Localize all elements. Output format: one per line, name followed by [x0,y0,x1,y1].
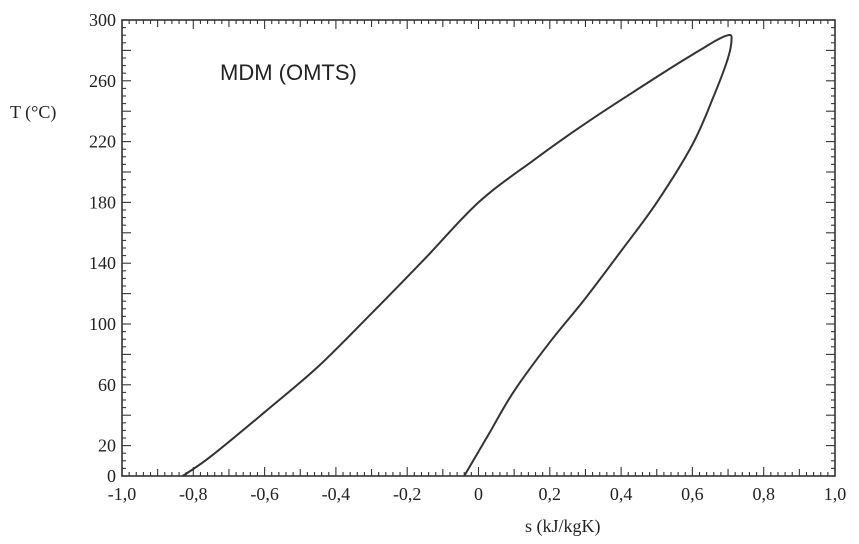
y-tick-label: 20 [98,436,116,456]
x-tick-label: -0,4 [322,484,351,504]
x-axis-label: s (kJ/kgK) [525,516,601,537]
y-tick-label: 260 [89,71,116,91]
x-tick-label: -0,6 [250,484,279,504]
x-tick-labels: -1,0 -0,8 -0,6 -0,4 -0,2 0 0,2 0,4 0,6 0,8 1,0 [108,484,847,504]
y-tick-label: 220 [89,132,116,152]
major-ticks [121,19,836,477]
x-tick-label: 0,4 [610,484,633,504]
saturation-dome-curve [182,34,733,477]
x-tick-label: -1,0 [108,484,137,504]
y-tick-label: 60 [98,375,116,395]
x-tick-label: 0,8 [752,484,775,504]
x-tick-label: 0,2 [539,484,562,504]
x-tick-label: -0,2 [393,484,422,504]
plot-frame [121,19,836,477]
y-axis-label: T (°C) [10,102,56,123]
x-tick-label: 1,0 [824,484,847,504]
chart-title: MDM (OMTS) [220,60,357,85]
x-tick-label: 0,6 [681,484,704,504]
y-tick-label: 100 [89,314,116,334]
y-tick-label: 0 [107,466,116,486]
y-tick-label: 140 [89,253,116,273]
minor-ticks [122,20,835,476]
x-tick-label: -0,8 [179,484,208,504]
x-tick-label: 0 [474,484,483,504]
y-tick-labels: 0 20 60 100 140 180 220 260 300 [89,10,116,486]
y-tick-label: 180 [89,192,116,212]
y-tick-label: 300 [89,10,116,30]
